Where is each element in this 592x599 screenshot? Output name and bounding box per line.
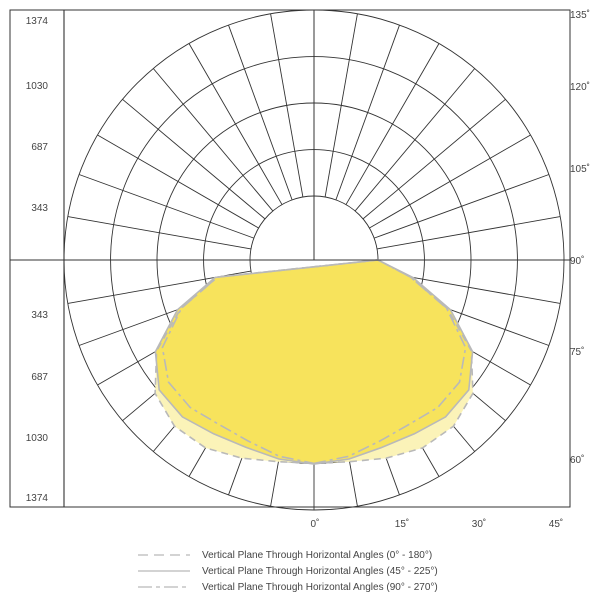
photometric-chart: 1374 1030 687 343 343 687 1030 1374 135˚… — [9, 9, 590, 530]
chart-frame — [9, 9, 571, 508]
angle-tick-label: 135˚ — [570, 9, 590, 21]
radial-tick-label: 343 — [31, 310, 48, 321]
grid-spoke — [335, 24, 400, 201]
radial-tick-label: 1030 — [26, 433, 49, 444]
radial-tick-label: 1030 — [26, 81, 49, 92]
legend-label: Vertical Plane Through Horizontal Angles… — [202, 565, 438, 577]
legend-item: Vertical Plane Through Horizontal Angles… — [136, 579, 576, 595]
outer-frame — [9, 9, 571, 508]
radial-tick-label: 687 — [31, 142, 48, 153]
radial-tick-label: 1374 — [26, 16, 49, 27]
grid-spoke — [362, 98, 506, 220]
legend-label: Vertical Plane Through Horizontal Angles… — [202, 581, 438, 593]
grid-spoke — [67, 216, 252, 250]
grid-spoke — [78, 174, 255, 239]
solid-line-swatch — [138, 570, 190, 572]
grid-spoke — [373, 174, 550, 239]
angle-tick-label: 30˚ — [472, 518, 486, 530]
grid-spoke — [369, 134, 531, 229]
angle-tick-label: 45˚ — [549, 518, 563, 530]
angle-tick-label: 15˚ — [395, 518, 409, 530]
angle-tick-label: 75˚ — [570, 346, 584, 358]
distribution-curves — [154, 259, 474, 465]
angle-tick-label: 105˚ — [570, 163, 590, 175]
angle-tick-label: 90˚ — [570, 255, 584, 267]
grid-spoke — [354, 68, 476, 212]
angle-tick-label: 0˚ — [311, 518, 320, 530]
grid-spoke — [188, 43, 283, 205]
grid-spoke — [152, 68, 274, 212]
legend-item: Vertical Plane Through Horizontal Angles… — [136, 547, 576, 563]
grid-spoke — [324, 13, 358, 198]
grid-spoke — [228, 24, 293, 201]
legend-label: Vertical Plane Through Horizontal Angles… — [202, 549, 433, 561]
grid-spoke — [345, 43, 440, 205]
radial-tick-label: 343 — [31, 203, 48, 214]
radial-tick-label: 1374 — [26, 493, 49, 504]
angle-tick-label: 60˚ — [570, 454, 584, 466]
angle-tick-label: 120˚ — [570, 81, 590, 93]
dashed-line-swatch — [138, 554, 190, 556]
core-lobe-fill — [162, 260, 466, 464]
grid-spoke — [376, 216, 561, 250]
legend: Vertical Plane Through Horizontal Angles… — [136, 547, 576, 595]
grid-spoke — [122, 98, 266, 220]
tick-labels: 1374 1030 687 343 343 687 1030 1374 135˚… — [26, 9, 590, 530]
dash-dot-line-swatch — [138, 586, 190, 588]
legend-item: Vertical Plane Through Horizontal Angles… — [136, 563, 576, 579]
grid-spoke — [270, 13, 304, 198]
grid-spoke — [97, 134, 259, 229]
radial-tick-label: 687 — [31, 372, 48, 383]
